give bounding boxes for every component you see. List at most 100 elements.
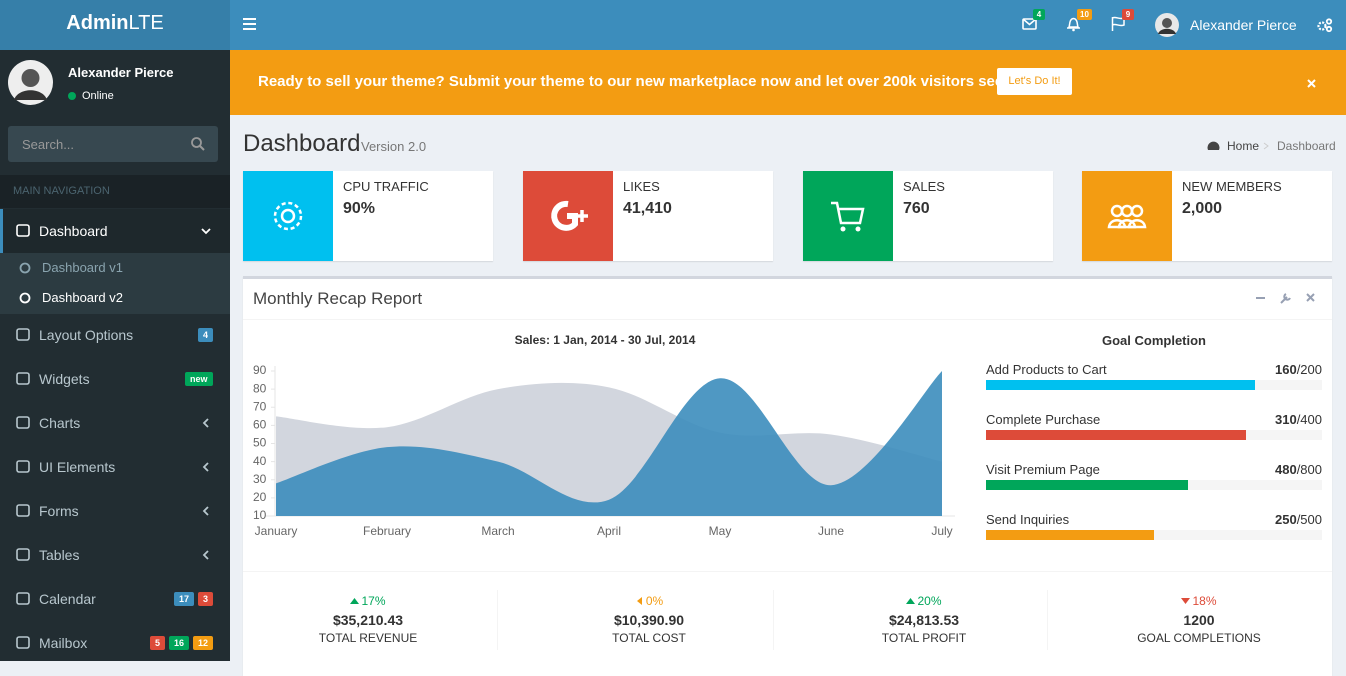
wrench-btn	[1280, 293, 1291, 304]
sidebar-avatar	[8, 60, 53, 105]
menu-icon	[16, 416, 30, 429]
chevron	[202, 462, 209, 472]
page-subtitle: Version 2.0	[361, 139, 427, 154]
submenu-icon	[19, 262, 31, 274]
stat-divider	[773, 590, 774, 650]
collapse-btn	[1256, 297, 1265, 299]
notification-badge[interactable]: 9	[1122, 9, 1134, 20]
g-letter	[551, 200, 578, 231]
sidebar-user-name: Alexander Pierce	[68, 65, 174, 80]
menu-icon	[16, 328, 30, 341]
nav-header	[0, 175, 230, 208]
avatar-head	[21, 69, 40, 87]
notification-badge[interactable]: 10	[1077, 9, 1092, 20]
menu-icon-shape	[16, 328, 30, 341]
menu-item-label[interactable]: Tables	[39, 547, 80, 563]
menu-badge: 12	[193, 636, 214, 650]
search-icon	[191, 137, 205, 151]
submenu-item[interactable]: Dashboard v2	[42, 290, 123, 305]
alert-close	[1307, 79, 1316, 88]
report-header-line	[243, 319, 1332, 320]
menu-item-label[interactable]: Charts	[39, 415, 81, 431]
home-icon	[1207, 141, 1220, 150]
progress-bar	[986, 530, 1154, 540]
menu-arrow	[202, 462, 209, 472]
submenu-circle	[19, 262, 31, 274]
nav-user-name[interactable]: Alexander Pierce	[1190, 17, 1297, 33]
menu-badge: 5	[150, 636, 166, 650]
alert-text: Ready to sell your theme? Submit your th…	[258, 73, 1022, 90]
progress-label: Complete Purchase	[986, 412, 1101, 427]
stat-change-value: 0%	[645, 594, 664, 608]
progress-max: /800	[1296, 462, 1322, 477]
menu-icon-shape	[16, 592, 30, 605]
search-box[interactable]	[8, 126, 218, 162]
progress-bar	[986, 380, 1255, 390]
search-placeholder[interactable]: Search...	[22, 137, 75, 152]
hamburger-line	[243, 23, 256, 25]
submenu-item[interactable]: Dashboard v1	[42, 260, 123, 275]
gear	[1317, 21, 1327, 31]
page-title: Dashboard	[243, 130, 361, 157]
stat-change-value: 20%	[917, 594, 942, 608]
stat-value: $24,813.53	[888, 612, 960, 628]
envelope	[1022, 18, 1037, 30]
bell-icon	[1067, 17, 1080, 32]
wheel	[855, 226, 861, 232]
progress-value: 250	[1274, 512, 1297, 527]
flag	[1111, 16, 1125, 31]
avatar-body	[1158, 28, 1176, 34]
submenu-circle	[19, 292, 31, 304]
trend-caret	[906, 598, 916, 604]
wheel	[840, 226, 846, 232]
menu-arrow	[202, 506, 209, 516]
menu-icon-shape	[16, 636, 30, 649]
alert-button[interactable]: Let's Do It!	[997, 68, 1072, 95]
progress-max: /200	[1296, 362, 1322, 377]
menu-item-label[interactable]: Dashboard	[39, 223, 108, 239]
info-icon	[551, 200, 588, 231]
menu-item-label[interactable]: Forms	[39, 503, 79, 519]
breadcrumb-item[interactable]: Home	[1227, 139, 1260, 153]
info-box-label: SALES	[903, 179, 945, 194]
menu-icon-shape	[16, 372, 30, 385]
caret	[350, 598, 360, 604]
menu-item-label[interactable]: Mailbox	[39, 635, 88, 651]
envelope-icon	[1022, 18, 1037, 30]
menu-badge: 3	[198, 592, 214, 606]
menu-item-active	[0, 209, 230, 253]
menu-badge: 4	[198, 328, 214, 342]
hamburger-line	[243, 18, 256, 20]
submenu	[0, 253, 230, 314]
menu-icon	[16, 548, 30, 561]
caret	[636, 597, 642, 605]
info-icon	[273, 201, 303, 231]
menu-icon-shape	[16, 504, 30, 517]
stat-divider	[1047, 590, 1048, 650]
progress-number: 480/800	[1122, 462, 1322, 477]
menu-item-label[interactable]: Widgets	[39, 371, 90, 387]
hamburger-line	[243, 28, 256, 30]
report-footer-line	[243, 571, 1332, 572]
progress-value: 480	[1274, 462, 1297, 477]
stat-value: $10,390.90	[613, 612, 685, 628]
caret	[1181, 598, 1191, 604]
avatar-head	[1162, 18, 1172, 28]
box-tools	[1256, 293, 1315, 304]
menu-item-label[interactable]: Layout Options	[39, 327, 134, 343]
stat-value: $35,210.43	[332, 612, 404, 628]
menu-item-label[interactable]: UI Elements	[39, 459, 116, 475]
stat-label: GOAL COMPLETIONS	[1137, 631, 1261, 645]
chevron	[202, 506, 209, 516]
progress-number: 160/200	[1122, 362, 1322, 377]
menu-item-label[interactable]: Calendar	[39, 591, 96, 607]
progress-value: 160	[1274, 362, 1297, 377]
menu-icon	[16, 592, 30, 605]
logo-light: LTE	[128, 12, 164, 34]
goals-title: Goal Completion	[1102, 333, 1206, 348]
chevron	[202, 550, 209, 560]
stat-change: 0%	[549, 594, 749, 608]
notification-badge[interactable]: 4	[1033, 9, 1045, 20]
